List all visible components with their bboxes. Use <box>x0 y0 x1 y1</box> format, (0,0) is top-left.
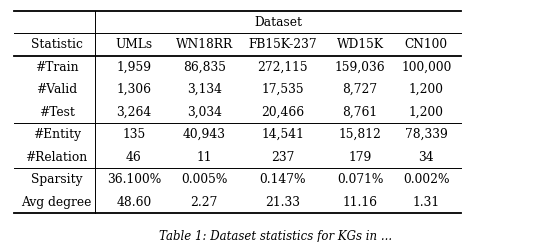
Text: #Relation: #Relation <box>25 151 88 164</box>
Text: 1,959: 1,959 <box>116 61 151 74</box>
Text: 21.33: 21.33 <box>266 196 300 209</box>
Text: 34: 34 <box>418 151 434 164</box>
Text: 237: 237 <box>271 151 295 164</box>
Text: 1.31: 1.31 <box>413 196 440 209</box>
Text: UMLs: UMLs <box>115 38 152 51</box>
Text: 159,036: 159,036 <box>335 61 385 74</box>
Text: 86,835: 86,835 <box>183 61 226 74</box>
Text: Table 1: Dataset statistics for KGs in ...: Table 1: Dataset statistics for KGs in .… <box>160 230 392 242</box>
Text: 272,115: 272,115 <box>258 61 308 74</box>
Text: 46: 46 <box>126 151 142 164</box>
Text: 36.100%: 36.100% <box>107 173 161 186</box>
Text: 20,466: 20,466 <box>261 106 305 119</box>
Text: 48.60: 48.60 <box>116 196 151 209</box>
Text: Dataset: Dataset <box>255 16 302 29</box>
Text: 179: 179 <box>348 151 372 164</box>
Text: 0.147%: 0.147% <box>259 173 306 186</box>
Text: Avg degree: Avg degree <box>22 196 92 209</box>
Text: 1,200: 1,200 <box>409 106 444 119</box>
Text: Statistic: Statistic <box>31 38 82 51</box>
Text: 15,812: 15,812 <box>339 128 381 141</box>
Text: 0.071%: 0.071% <box>337 173 384 186</box>
Text: Sparsity: Sparsity <box>31 173 82 186</box>
Text: 14,541: 14,541 <box>262 128 304 141</box>
Text: CN100: CN100 <box>405 38 448 51</box>
Text: WD15K: WD15K <box>337 38 384 51</box>
Text: 0.005%: 0.005% <box>181 173 227 186</box>
Text: 78,339: 78,339 <box>405 128 448 141</box>
Text: 40,943: 40,943 <box>183 128 226 141</box>
Text: 3,264: 3,264 <box>116 106 151 119</box>
Text: 3,134: 3,134 <box>187 83 222 96</box>
Text: 2.27: 2.27 <box>190 196 218 209</box>
Text: 3,034: 3,034 <box>187 106 222 119</box>
Text: 135: 135 <box>122 128 146 141</box>
Text: #Train: #Train <box>35 61 78 74</box>
Text: 17,535: 17,535 <box>262 83 304 96</box>
Text: 100,000: 100,000 <box>401 61 452 74</box>
Text: #Test: #Test <box>39 106 75 119</box>
Text: 8,761: 8,761 <box>343 106 378 119</box>
Text: #Valid: #Valid <box>36 83 77 96</box>
Text: 0.002%: 0.002% <box>403 173 450 186</box>
Text: WN18RR: WN18RR <box>176 38 233 51</box>
Text: 8,727: 8,727 <box>343 83 378 96</box>
Text: 11: 11 <box>197 151 212 164</box>
Text: 1,200: 1,200 <box>409 83 444 96</box>
Text: 1,306: 1,306 <box>116 83 151 96</box>
Text: #Entity: #Entity <box>33 128 81 141</box>
Text: FB15K-237: FB15K-237 <box>248 38 317 51</box>
Text: 11.16: 11.16 <box>343 196 378 209</box>
